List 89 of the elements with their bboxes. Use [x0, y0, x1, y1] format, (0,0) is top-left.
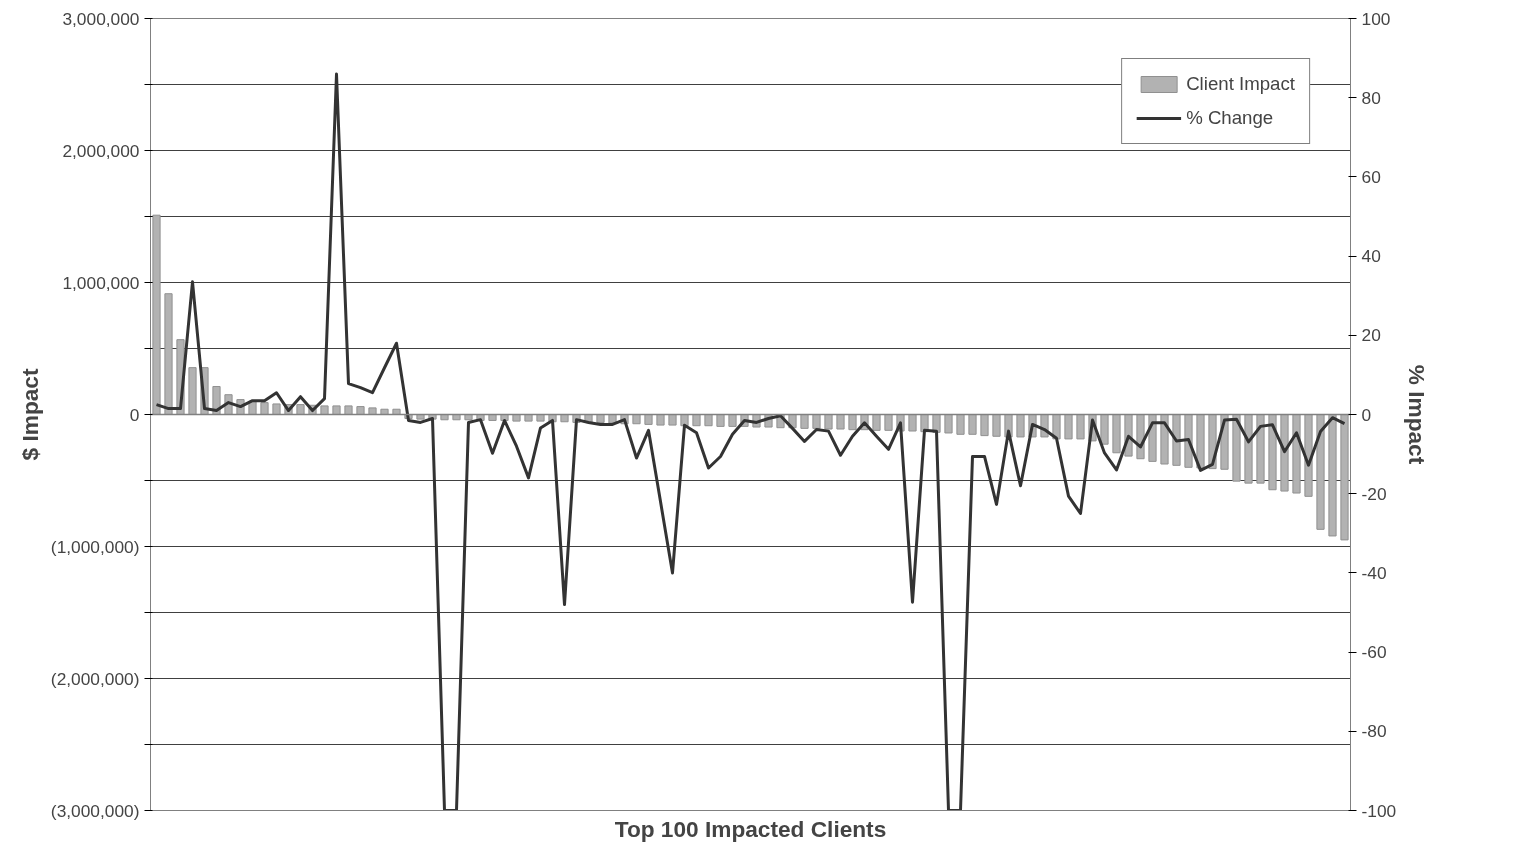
line-series: [155, 72, 1346, 811]
bar: [452, 414, 461, 421]
y-tick-label: 2,000,000: [62, 140, 140, 161]
bar: [1112, 414, 1121, 454]
bar: [320, 405, 329, 415]
bar: [812, 414, 821, 429]
legend-label: Client Impact: [1186, 73, 1295, 95]
bar: [1148, 414, 1157, 462]
bar: [644, 414, 653, 425]
bar: [536, 414, 545, 422]
bar: [1100, 414, 1109, 445]
bar: [668, 414, 677, 426]
bar: [188, 367, 197, 415]
bar: [932, 414, 941, 433]
bar: [824, 414, 833, 430]
legend-label: % Change: [1186, 107, 1274, 129]
bar: [1196, 414, 1205, 469]
bar: [884, 414, 893, 431]
bar: [1244, 414, 1253, 484]
bar: [872, 414, 881, 431]
bar: [1232, 414, 1241, 482]
bar: [1172, 414, 1181, 466]
bar: [704, 414, 713, 427]
bar: [1268, 414, 1277, 491]
y2-axis-title: % Impact: [1404, 364, 1431, 465]
y2-tick-label: -100: [1361, 800, 1397, 821]
y2-tick-label: 60: [1361, 166, 1381, 187]
bar: [272, 403, 281, 415]
bar: [944, 414, 953, 434]
bar: [344, 405, 353, 415]
y-axis-title: $ Impact: [16, 368, 43, 461]
bar: [1076, 414, 1085, 440]
bar: [560, 414, 569, 423]
bar: [1016, 414, 1025, 438]
bar: [980, 414, 989, 437]
bar: [380, 408, 389, 415]
y2-tick-label: 100: [1361, 8, 1391, 29]
bar: [716, 414, 725, 427]
bar: [464, 414, 473, 421]
bar: [632, 414, 641, 425]
bar: [692, 414, 701, 427]
y2-tick-label: 40: [1361, 246, 1381, 267]
bar: [1304, 414, 1313, 497]
y2-tick-label: -40: [1361, 562, 1387, 583]
bar: [1280, 414, 1289, 492]
bar: [260, 402, 269, 415]
bar: [1316, 414, 1325, 530]
bar: [836, 414, 845, 430]
bar: [1292, 414, 1301, 494]
bar: [440, 414, 449, 421]
y2-tick-label: -80: [1361, 721, 1387, 742]
y-tick-label: 0: [129, 404, 140, 425]
y-tick-label: 1,000,000: [62, 272, 140, 293]
bar: [1340, 414, 1349, 541]
bar: [1256, 414, 1265, 484]
y2-tick-label: 20: [1361, 325, 1381, 346]
bar: [596, 414, 605, 423]
bar: [956, 414, 965, 435]
bar: [800, 414, 809, 429]
bar: [152, 214, 161, 415]
bar: [512, 414, 521, 422]
y-tick-label: 3,000,000: [62, 8, 140, 29]
bar: [1160, 414, 1169, 465]
bar: [392, 408, 401, 415]
bar: [416, 414, 425, 420]
y2-tick-label: -20: [1361, 483, 1387, 504]
bar: [368, 407, 377, 415]
bar: [524, 414, 533, 422]
bar: [992, 414, 1001, 437]
bar: [332, 405, 341, 415]
y2-tick-label: 80: [1361, 87, 1381, 108]
y2-tick-label: 0: [1361, 404, 1372, 425]
x-axis-title: Top 100 Impacted Clients: [614, 815, 887, 842]
bar: [1328, 414, 1337, 537]
bar: [848, 414, 857, 431]
bar: [164, 293, 173, 415]
y-tick-label: (1,000,000): [50, 536, 140, 557]
y-tick-label: (3,000,000): [50, 800, 140, 821]
bar: [1064, 414, 1073, 440]
bar: [728, 414, 737, 427]
y2-tick-label: -60: [1361, 642, 1387, 663]
bar: [296, 404, 305, 415]
bar: [1052, 414, 1061, 440]
y-tick-label: (2,000,000): [50, 668, 140, 689]
bar: [488, 414, 497, 421]
bar: [656, 414, 665, 426]
bar: [968, 414, 977, 435]
bar: [356, 406, 365, 415]
bar: [908, 414, 917, 432]
